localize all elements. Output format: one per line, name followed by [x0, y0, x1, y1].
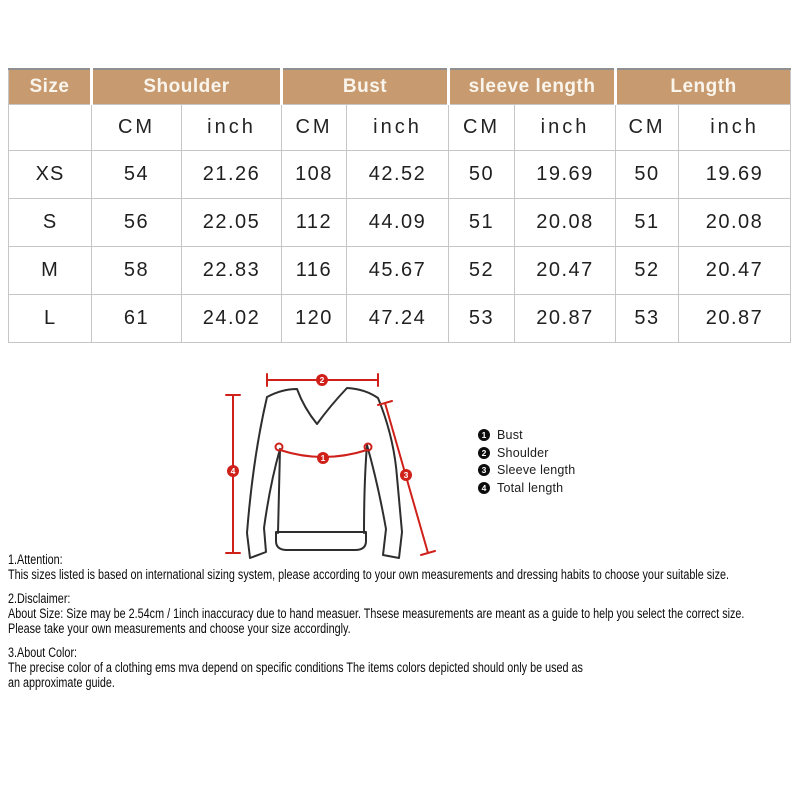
legend-badge-3: 3 — [478, 464, 490, 476]
marker-2-circle — [316, 374, 328, 386]
value-cell: 19.69 — [678, 149, 792, 199]
measure-markers: 2 1 3 4 — [227, 374, 412, 481]
unit-cell: CM — [281, 103, 347, 151]
header-length: Length — [614, 69, 791, 104]
disclaimer-title: 2.Disclaimer: — [8, 591, 71, 606]
value-cell: 53 — [448, 293, 516, 343]
table-unit-row: CM inch CM inch CM inch CM inch — [8, 103, 792, 151]
attention-text: This sizes listed is based on internatio… — [8, 567, 729, 582]
table-row-s: S 56 22.05 112 44.09 51 20.08 51 20.08 — [8, 197, 792, 247]
header-size: Size — [8, 69, 92, 104]
marker-1-circle — [317, 452, 329, 464]
legend-label-bust: Bust — [497, 428, 523, 442]
attention-title: 1.Attention: — [8, 552, 63, 567]
value-cell: 50 — [448, 149, 516, 199]
value-cell: 24.02 — [181, 293, 282, 343]
disclaimer-text-2: Please take your own measurements and ch… — [8, 621, 351, 636]
marker-3-number: 3 — [404, 470, 409, 480]
size-label: S — [8, 197, 92, 247]
about-color-text-1: The precise color of a clothing ems mva … — [8, 660, 583, 675]
value-cell: 51 — [615, 197, 680, 247]
legend-badge-2: 2 — [478, 446, 490, 459]
value-cell: 45.67 — [345, 245, 450, 295]
value-cell: 50 — [615, 149, 680, 199]
legend-item-sleeve-length: 3 Sleeve length — [478, 463, 576, 477]
legend-label-shoulder: Shoulder — [497, 445, 549, 460]
measurement-legend: 1 Bust 2 Shoulder 3 Sleeve length 4 Tota… — [478, 428, 576, 499]
marker-4-circle — [227, 465, 239, 477]
about-color-title: 3.About Color: — [8, 645, 78, 660]
value-cell: 108 — [281, 149, 347, 199]
unit-cell: inch — [678, 103, 792, 151]
table-row-l: L 61 24.02 120 47.24 53 20.87 53 20.87 — [8, 293, 792, 343]
value-cell: 47.24 — [345, 293, 450, 343]
value-cell: 52 — [615, 245, 680, 295]
value-cell: 56 — [91, 197, 182, 247]
value-cell: 58 — [91, 245, 182, 295]
value-cell: 51 — [448, 197, 516, 247]
disclaimer-text-1: About Size: Size may be 2.54cm / 1inch i… — [8, 606, 745, 621]
unit-cell: inch — [514, 103, 617, 151]
marker-2-number: 2 — [320, 375, 325, 385]
header-sleeve-length: sleeve length — [447, 69, 616, 104]
value-cell: 20.87 — [678, 293, 792, 343]
unit-cell: inch — [181, 103, 282, 151]
value-cell: 120 — [281, 293, 347, 343]
unit-cell: CM — [448, 103, 516, 151]
notes-section: 1.Attention: This sizes listed is based … — [8, 552, 800, 690]
value-cell: 61 — [91, 293, 182, 343]
table-row-xs: XS 54 21.26 108 42.52 50 19.69 50 19.69 — [8, 149, 792, 199]
about-color-text-2: an approximate guide. — [8, 675, 115, 690]
value-cell: 52 — [448, 245, 516, 295]
value-cell: 42.52 — [345, 149, 450, 199]
header-bust: Bust — [279, 69, 449, 104]
legend-item-bust: 1 Bust — [478, 428, 575, 442]
measurement-lines — [225, 373, 436, 556]
value-cell: 22.05 — [181, 197, 282, 247]
value-cell: 44.09 — [345, 197, 450, 247]
legend-badge-1: 1 — [478, 429, 490, 441]
unit-cell: CM — [91, 103, 182, 151]
value-cell: 19.69 — [514, 149, 617, 199]
legend-item-shoulder: 2 Shoulder — [478, 445, 575, 460]
unit-cell: inch — [345, 103, 450, 151]
size-label: L — [8, 293, 92, 343]
sweater-measurement-diagram: 2 1 3 4 — [225, 373, 436, 559]
sweater-outline-drawing — [246, 387, 403, 559]
table-group-header-row: Size Shoulder Bust sleeve length Length — [8, 69, 791, 104]
marker-1-number: 1 — [321, 453, 326, 463]
value-cell: 116 — [281, 245, 347, 295]
marker-4-number: 4 — [231, 466, 236, 476]
legend-label-total-length: Total length — [497, 480, 564, 495]
header-shoulder: Shoulder — [90, 69, 282, 104]
size-label: M — [8, 245, 92, 295]
value-cell: 53 — [615, 293, 680, 343]
value-cell: 20.47 — [514, 245, 617, 295]
value-cell: 54 — [91, 149, 182, 199]
value-cell: 21.26 — [181, 149, 282, 199]
value-cell: 20.08 — [678, 197, 792, 247]
value-cell: 20.47 — [678, 245, 792, 295]
value-cell: 20.87 — [514, 293, 617, 343]
table-row-m: M 58 22.83 116 45.67 52 20.47 52 20.47 — [8, 245, 792, 295]
value-cell: 20.08 — [514, 197, 617, 247]
unit-corner-empty — [8, 103, 92, 151]
size-label: XS — [8, 149, 92, 199]
value-cell: 22.83 — [181, 245, 282, 295]
marker-3-circle — [400, 469, 412, 481]
size-table: Size Shoulder Bust sleeve length Length … — [8, 68, 792, 343]
legend-label-sleeve-length: Sleeve length — [497, 463, 576, 477]
unit-cell: CM — [615, 103, 680, 151]
legend-badge-4: 4 — [478, 481, 490, 494]
legend-item-total-length: 4 Total length — [478, 480, 575, 495]
value-cell: 112 — [281, 197, 347, 247]
